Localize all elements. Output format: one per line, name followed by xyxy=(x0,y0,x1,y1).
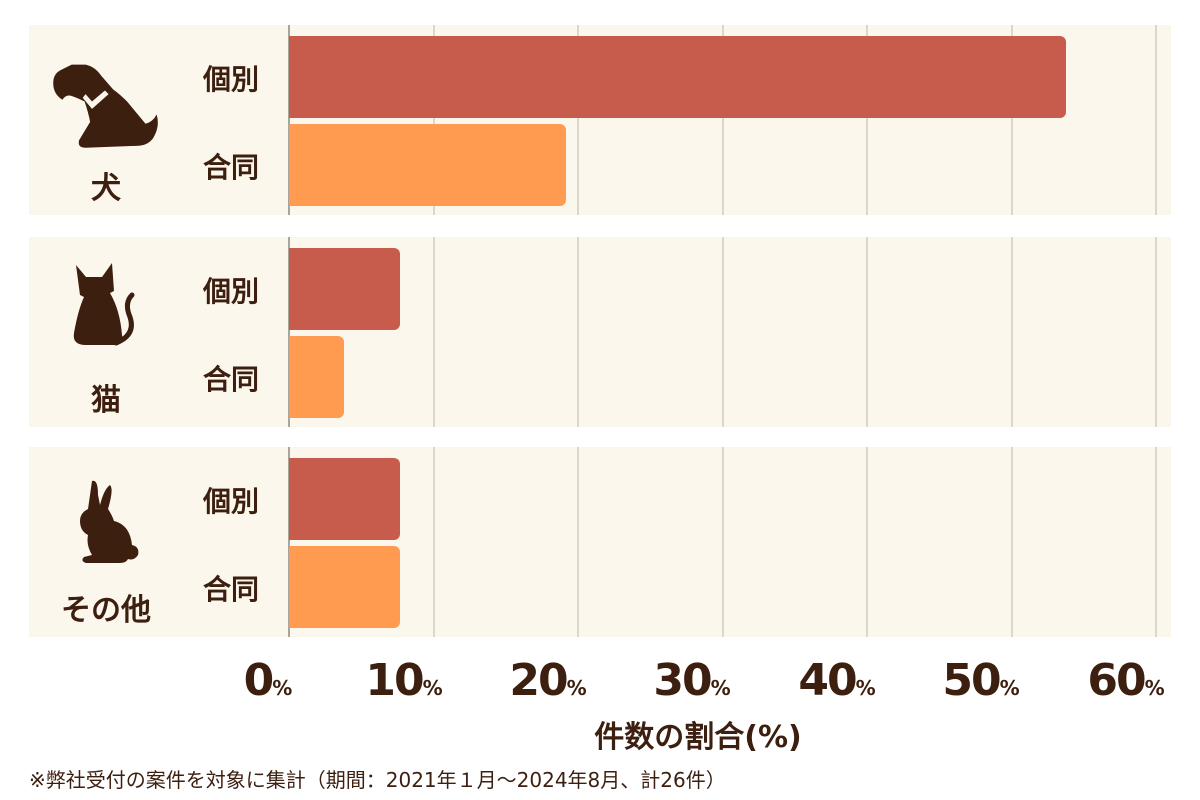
gridline xyxy=(866,237,868,427)
bar-label: 合同 xyxy=(203,573,260,606)
category-label: 猫 xyxy=(91,383,121,418)
gridline xyxy=(1155,237,1157,427)
gridline xyxy=(1010,237,1013,427)
tick-30: 30% xyxy=(653,655,731,706)
bar xyxy=(289,336,344,418)
tick-0: 0% xyxy=(243,655,293,706)
gridline xyxy=(721,25,724,215)
bar-label: 個別 xyxy=(203,275,260,308)
bar xyxy=(289,124,567,206)
y-axis-line xyxy=(288,237,290,427)
gridline xyxy=(866,447,868,637)
gridline xyxy=(721,447,724,637)
gridline xyxy=(1010,25,1013,215)
gridline xyxy=(432,447,435,637)
bar-label: 個別 xyxy=(203,63,260,96)
footnote: ※弊社受付の案件を対象に集計（期間：2021年１月～2024年8月、計26件） xyxy=(29,768,726,792)
x-axis-label: 件数の割合(%) xyxy=(594,720,802,755)
gridline xyxy=(432,237,435,427)
group-panel xyxy=(29,237,1171,427)
bar xyxy=(289,248,401,330)
tick-20: 20% xyxy=(509,655,587,706)
gridline xyxy=(721,237,724,427)
y-axis-line xyxy=(288,25,290,215)
dog-icon xyxy=(44,53,164,167)
tick-50: 50% xyxy=(942,655,1020,706)
group-panel xyxy=(29,447,1171,637)
tick-60: 60% xyxy=(1087,655,1165,706)
gridline xyxy=(432,25,435,215)
tick-10: 10% xyxy=(365,655,443,706)
bar xyxy=(289,458,401,540)
category-label: その他 xyxy=(61,593,151,628)
gridline xyxy=(577,25,579,215)
gridline xyxy=(577,447,579,637)
gridline xyxy=(1155,25,1157,215)
gridline xyxy=(1155,447,1157,637)
y-axis-line xyxy=(288,447,290,637)
tick-40: 40% xyxy=(798,655,876,706)
gridline xyxy=(1010,447,1013,637)
bar xyxy=(289,36,1067,118)
rabbit-icon xyxy=(64,475,144,579)
bar-label: 合同 xyxy=(203,363,260,396)
bar-label: 個別 xyxy=(203,485,260,518)
cat-icon xyxy=(64,255,144,359)
bar-label: 合同 xyxy=(203,151,260,184)
gridline xyxy=(577,237,579,427)
category-label: 犬 xyxy=(91,171,121,206)
bar xyxy=(289,546,401,628)
gridline xyxy=(866,25,868,215)
